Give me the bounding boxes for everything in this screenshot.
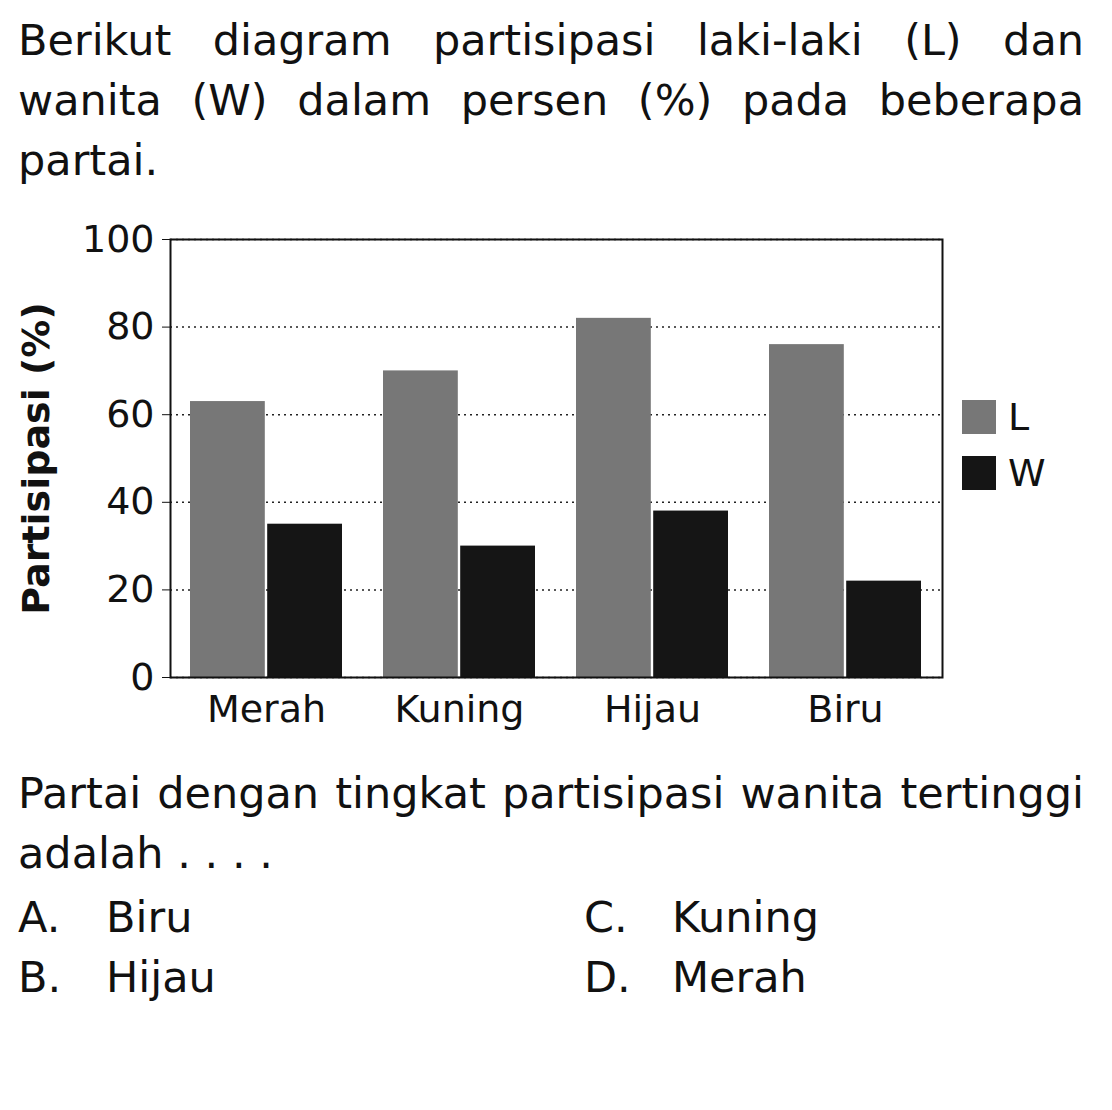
svg-text:60: 60 (106, 392, 154, 436)
html-text:Merah: Merah (672, 952, 807, 1002)
svg-text:Partisipasi (%): Partisipasi (%) (14, 302, 58, 615)
svg-text:Merah: Merah (207, 687, 326, 731)
html-text:C.: C. (584, 892, 628, 942)
html-text:Berikut diagram partisipasi la: Berikut diagram partisipasi laki-laki (L… (18, 15, 1084, 185)
html-text:B.: B. (18, 952, 62, 1002)
html-text:L: L (1008, 395, 1030, 439)
svg-text:100: 100 (82, 217, 155, 261)
svg-text:40: 40 (106, 479, 154, 523)
svg-text:80: 80 (106, 304, 154, 348)
svg-text:Hijau: Hijau (604, 687, 701, 731)
html-text:Hijau: Hijau (106, 952, 216, 1002)
html-text:Partai dengan tingkat partisip: Partai dengan tingkat partisipasi wanita… (18, 768, 1084, 878)
svg-text:Kuning: Kuning (395, 687, 525, 731)
svg-text:0: 0 (130, 655, 154, 699)
html-text:A.: A. (18, 892, 61, 942)
html-text:Biru: Biru (106, 892, 193, 942)
svg-text:20: 20 (106, 567, 154, 611)
html-text:Kuning: Kuning (672, 892, 820, 942)
html-text:W: W (1008, 451, 1046, 495)
svg-text:Biru: Biru (807, 687, 883, 731)
html-text:D.: D. (584, 952, 631, 1002)
